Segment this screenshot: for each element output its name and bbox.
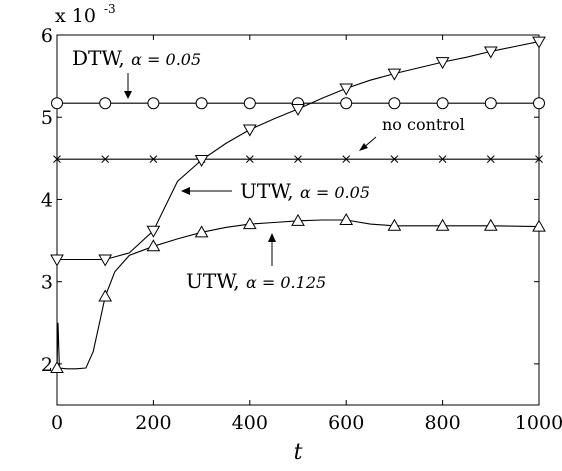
x-axis-label: t [294,440,303,465]
data-point-triangle-up [194,225,209,238]
data-point-x [486,155,495,164]
annotations: DTW, α = 0.05 no control UTW, α = 0.05 U… [72,46,465,293]
annotation-utw-005-label: UTW, [240,179,300,203]
data-point-triangle-up [98,289,113,302]
data-point-circle [388,97,401,110]
arrow-no-control-head [359,143,368,151]
data-point-x [342,155,351,164]
data-point-circle [436,97,449,110]
data-point-triangle-down [194,154,209,167]
data-point-triangle-down [532,36,546,49]
y-tick-label: 6 [41,25,53,47]
data-point-x [535,155,543,164]
y-tick-label: 3 [41,272,53,294]
data-point-triangle-down [339,83,354,96]
annotation-dtw-label: DTW, [72,46,131,70]
data-point-circle [99,97,112,110]
y-scale-label: x 10 -3 [55,2,116,27]
series-markers [50,36,546,373]
arrow-utw-005-head [181,187,190,195]
annotation-utw-0125-label: UTW, [186,269,246,293]
annotation-no-control: no control [382,115,465,134]
data-point-x [53,155,61,164]
data-point-triangle-up [146,239,161,252]
y-scale-base: x 10 [55,5,96,27]
annotation-dtw-alpha: α = 0.05 [131,50,201,69]
x-tick-label: 200 [135,412,171,434]
data-point-triangle-down [387,68,402,81]
series-lines [56,41,540,370]
data-point-x [390,155,399,164]
data-point-x [101,155,110,164]
data-point-triangle-down [146,225,161,238]
data-point-triangle-up [387,218,402,231]
data-point-x [245,155,254,164]
data-point-circle [484,97,497,110]
annotation-utw-005-alpha: α = 0.05 [300,183,370,202]
data-point-triangle-up [50,360,64,373]
annotation-utw-005: UTW, α = 0.05 [240,179,370,203]
data-point-circle [51,97,63,110]
x-tick-label: 600 [328,412,364,434]
x-tick-label: 400 [232,412,268,434]
y-tick-label: 5 [41,107,53,129]
data-point-circle [243,97,256,110]
data-point-triangle-up [532,219,546,232]
data-point-triangle-up [291,213,305,226]
data-point-circle [147,97,160,110]
data-point-circle [533,97,545,110]
data-point-x [438,155,447,164]
x-tick-label: 800 [424,412,460,434]
series-line-2 [57,41,540,261]
annotation-dtw: DTW, α = 0.05 [72,46,201,70]
data-point-triangle-up [483,218,498,231]
series-line-3 [56,219,540,370]
data-point-triangle-down [98,254,113,267]
data-point-circle [195,97,208,110]
data-point-x [294,155,302,164]
data-point-triangle-up [339,212,354,225]
axis-ticks: 0 200 400 600 800 1000 2 3 4 5 6 [41,25,562,434]
x-tick-label: 1000 [515,412,562,434]
data-point-triangle-up [242,217,257,230]
data-point-triangle-up [435,218,450,231]
y-scale-exponent: -3 [104,2,116,16]
data-point-triangle-down [291,104,305,117]
data-point-x [149,155,158,164]
annotation-utw-0125: UTW, α = 0.125 [186,269,326,293]
y-tick-label: 2 [41,354,53,376]
data-point-triangle-down [50,254,64,267]
x-tick-label: 0 [51,412,63,434]
data-point-triangle-down [435,57,450,70]
data-point-circle [340,97,353,110]
y-tick-label: 4 [41,189,53,211]
data-point-triangle-down [483,46,498,59]
data-point-triangle-down [242,124,257,137]
arrow-dtw-head [124,91,132,99]
annotation-utw-0125-alpha: α = 0.125 [246,273,326,292]
arrow-utw-0125-head [268,233,276,242]
